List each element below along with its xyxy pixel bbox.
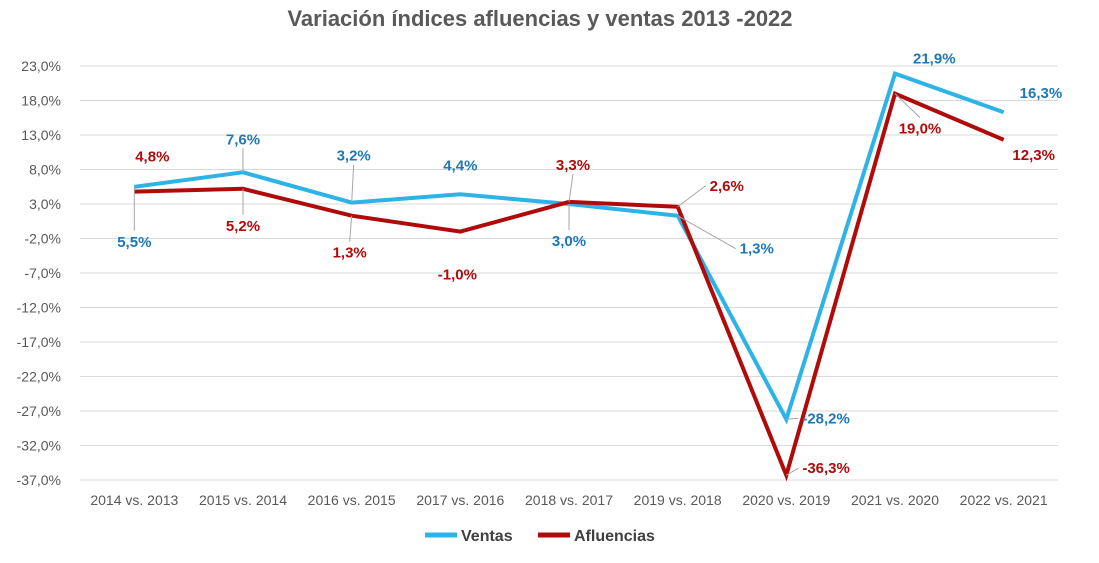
- data-label-afluencias: 3,3%: [556, 157, 590, 174]
- data-label-afluencias: 12,3%: [1012, 147, 1055, 164]
- label-leader-line: [568, 173, 574, 203]
- legend: Ventas Afluencias: [425, 528, 655, 545]
- legend-label-ventas: Ventas: [461, 528, 513, 545]
- y-tick-label: -2,0%: [24, 231, 61, 247]
- data-labels: 5,5% 7,6% 3,2% 4,4% 3,0% 1,3% -28,2% 21,9% 16,3%…: [117, 51, 1062, 478]
- x-tick-label: 2017 vs. 2016: [416, 492, 504, 508]
- data-label-afluencias: -36,3%: [802, 460, 850, 477]
- y-tick-label: 23,0%: [21, 58, 61, 74]
- data-label-ventas: -28,2%: [802, 410, 850, 427]
- legend-label-afluencias: Afluencias: [574, 528, 655, 545]
- y-tick-label: 18,0%: [21, 93, 61, 109]
- data-label-afluencias: 1,3%: [333, 245, 367, 262]
- label-leader-line: [786, 417, 799, 420]
- x-tick-label: 2014 vs. 2013: [90, 492, 178, 508]
- x-tick-label: 2015 vs. 2014: [199, 492, 287, 508]
- label-leader-line: [677, 185, 706, 208]
- y-tick-label: -17,0%: [17, 334, 61, 350]
- series-line-afluencias: [134, 90, 1005, 482]
- series-lines: [134, 71, 1005, 482]
- data-label-ventas: 3,0%: [552, 233, 586, 250]
- y-tick-label: 8,0%: [29, 162, 61, 178]
- data-label-ventas: 21,9%: [913, 51, 956, 68]
- y-tick-label: -27,0%: [17, 403, 61, 419]
- y-tick-label: 3,0%: [29, 196, 61, 212]
- data-label-afluencias: 2,6%: [710, 178, 744, 195]
- data-label-ventas: 16,3%: [1020, 85, 1063, 102]
- x-tick-label: 2019 vs. 2018: [634, 492, 722, 508]
- y-tick-label: -7,0%: [24, 265, 61, 281]
- y-tick-label: -12,0%: [17, 300, 61, 316]
- y-tick-label: -22,0%: [17, 369, 61, 385]
- x-tick-label: 2020 vs. 2019: [742, 492, 830, 508]
- chart-title: Variación índices afluencias y ventas 20…: [287, 6, 792, 31]
- label-leader-line: [786, 467, 799, 476]
- x-tick-label: 2016 vs. 2015: [308, 492, 396, 508]
- label-leader-line: [349, 215, 353, 242]
- x-tick-label: 2018 vs. 2017: [525, 492, 613, 508]
- data-label-ventas: 7,6%: [226, 131, 260, 148]
- label-leader-line: [351, 164, 355, 203]
- data-label-afluencias: 5,2%: [226, 218, 260, 235]
- y-tick-label: -37,0%: [17, 472, 61, 488]
- data-label-ventas: 4,4%: [443, 157, 477, 174]
- data-label-ventas: 1,3%: [740, 241, 774, 258]
- x-tick-label: 2022 vs. 2021: [960, 492, 1048, 508]
- x-tick-label: 2021 vs. 2020: [851, 492, 939, 508]
- y-tick-label: -32,0%: [17, 438, 61, 454]
- y-axis-ticks: 23,0% 18,0% 13,0% 8,0% 3,0% -2,0% -7,0% -12,0% -…: [17, 58, 61, 488]
- data-label-afluencias: 4,8%: [135, 149, 169, 166]
- data-label-afluencias: -1,0%: [438, 267, 477, 284]
- x-axis-ticks: 2014 vs. 2013 2015 vs. 2014 2016 vs. 2015 2…: [90, 492, 1048, 508]
- data-label-ventas: 3,2%: [337, 148, 371, 165]
- label-leader-line: [677, 215, 736, 250]
- label-leaders: [133, 93, 921, 476]
- data-label-afluencias: 19,0%: [899, 121, 942, 138]
- data-label-ventas: 5,5%: [117, 234, 151, 251]
- y-tick-label: 13,0%: [21, 127, 61, 143]
- label-leader-line: [894, 93, 921, 118]
